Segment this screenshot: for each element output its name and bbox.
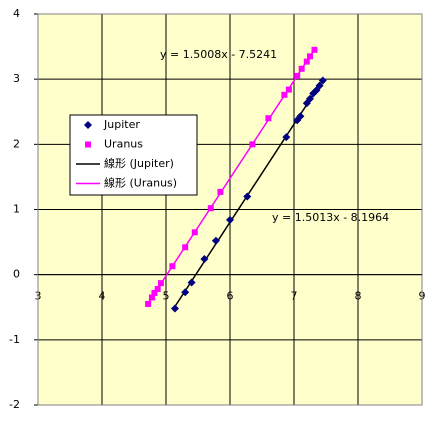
point (151, 289, 158, 296)
point (296, 112, 305, 121)
point (294, 72, 301, 79)
point (207, 205, 214, 212)
legend-label: Jupiter (103, 118, 140, 131)
point (315, 81, 324, 90)
point (211, 236, 220, 245)
point (200, 255, 209, 264)
x-tick-label: 5 (163, 290, 170, 303)
x-tick-label: 8 (355, 290, 362, 303)
point (182, 244, 189, 251)
point (306, 94, 314, 103)
legend-label: 線形 (Uranus) (104, 176, 177, 190)
point (217, 188, 224, 195)
x-tick-label: 7 (291, 290, 298, 303)
legend-label: 線形 (Jupiter) (104, 156, 174, 170)
point (318, 76, 327, 85)
legend (69, 114, 198, 196)
legend-label: Uranus (104, 138, 143, 151)
point (282, 133, 291, 142)
y-tick-label: 0 (13, 268, 20, 281)
point (191, 229, 198, 236)
point (84, 121, 92, 129)
x-tick-label: 6 (227, 290, 234, 303)
plot-border (37, 13, 423, 406)
point (311, 46, 318, 53)
trendline-equation: y = 1.5008x - 7.5241 (160, 48, 277, 61)
y-tick-label: 1 (13, 203, 20, 216)
point (307, 53, 313, 60)
point (265, 115, 272, 122)
point (243, 192, 252, 201)
y-tick-label: 4 (13, 7, 20, 20)
point (285, 86, 292, 93)
point (148, 294, 155, 301)
x-tick-label: 4 (99, 290, 106, 303)
point (303, 58, 310, 65)
y-tick-label: -2 (9, 398, 20, 411)
point (281, 91, 288, 98)
y-tick-label: 2 (13, 137, 20, 150)
point (226, 215, 234, 224)
point (145, 300, 152, 307)
y-tick-label: 3 (13, 72, 20, 85)
y-tick-label: -1 (9, 333, 20, 346)
point (169, 263, 176, 270)
point (298, 65, 305, 72)
point (157, 280, 164, 287)
point (187, 278, 196, 287)
point (85, 141, 91, 148)
point (249, 141, 256, 148)
point (170, 304, 179, 313)
point (181, 288, 190, 297)
point (154, 286, 161, 293)
trendline-equation: y = 1.5013x - 8.1964 (272, 211, 389, 224)
